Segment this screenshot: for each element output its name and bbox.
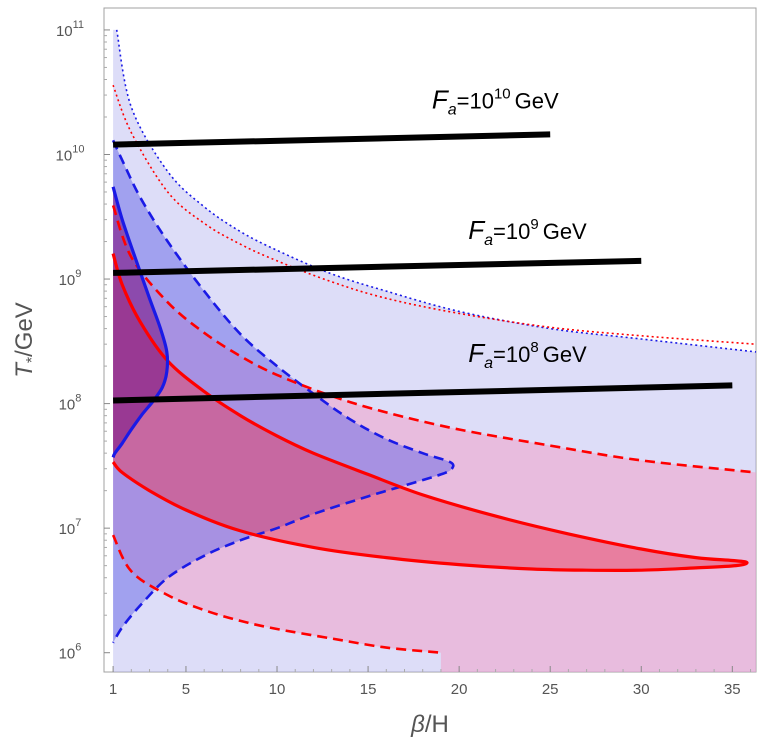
x-tick-label: 15 [360, 681, 377, 698]
y-tick-base: 10 [59, 521, 76, 538]
x-tick-label: 25 [542, 681, 559, 698]
y-tick-label: 1010 [56, 143, 85, 164]
y-tick-label: 1011 [56, 19, 84, 40]
fa-label-symbol: F [468, 215, 486, 245]
fa-label-unit: GeV [543, 219, 587, 244]
fa-label-unit: GeV [515, 88, 559, 113]
x-tick-label: 20 [451, 681, 468, 698]
fa-label-0: Fa=1010 GeV [432, 84, 559, 118]
curve-red-dotted [112, 84, 757, 345]
region-blue-dashed [113, 140, 454, 643]
x-axis-label-symbol: β [410, 711, 425, 738]
fa-label-exp: 8 [530, 339, 538, 356]
x-tick-label: 1 [109, 681, 117, 698]
y-axis-label-rest: /GeV [11, 302, 38, 357]
fa-label-sub: a [484, 355, 493, 372]
curve-red-solid [111, 253, 749, 572]
x-tick-label: 30 [633, 681, 650, 698]
fa-line-2 [113, 382, 733, 404]
y-axis-label: T*/GeV [11, 302, 41, 378]
curve-blue-dashed [111, 139, 455, 644]
y-axis-label-symbol: T [11, 361, 38, 378]
y-tick-label: 109 [59, 268, 82, 289]
x-tick-label: 35 [724, 681, 741, 698]
curve-blue-solid [111, 186, 170, 459]
region-red-solid [113, 253, 747, 571]
fa-label-eq: =10 [457, 88, 494, 113]
curve-red-dashed-lower [111, 534, 442, 654]
y-tick-exp: 6 [75, 642, 81, 654]
fa-label-1: Fa=109 GeV [468, 215, 587, 249]
y-tick-base: 10 [59, 272, 76, 289]
fa-line-1 [113, 257, 642, 276]
x-axis-label: β/H [410, 711, 449, 738]
y-tick-exp: 8 [75, 393, 81, 405]
y-tick-base: 10 [59, 397, 76, 414]
y-tick-label: 107 [59, 517, 82, 538]
fa-label-symbol: F [468, 338, 486, 368]
y-tick-base: 10 [59, 646, 76, 663]
fa-label-sub: a [448, 101, 457, 118]
y-tick-label: 106 [59, 642, 82, 663]
x-tick-label: 10 [269, 681, 286, 698]
fa-label-eq: =10 [493, 219, 530, 244]
y-tick-label: 108 [59, 393, 82, 414]
y-tick-exp: 10 [72, 143, 84, 155]
fa-label-sub: a [484, 232, 493, 249]
fa-label-2: Fa=108 GeV [468, 338, 587, 372]
y-tick-base: 10 [56, 23, 73, 40]
fa-label-symbol: F [432, 84, 450, 114]
y-tick-exp: 7 [75, 517, 81, 529]
fa-label-exp: 9 [530, 216, 538, 233]
y-tick-exp: 9 [75, 268, 81, 280]
x-tick-label: 5 [182, 681, 190, 698]
curve-blue-dotted [115, 29, 757, 353]
black-lines [113, 131, 733, 404]
shaded-regions [113, 29, 757, 672]
y-tick-exp: 11 [73, 19, 84, 31]
fa-label-unit: GeV [543, 342, 587, 367]
y-tick-base: 10 [56, 147, 73, 164]
curves [111, 29, 757, 654]
x-axis: 1 5 10 15 20 25 30 35 [109, 666, 752, 698]
curve-red-dashed-upper [111, 204, 757, 474]
fa-label-exp: 10 [494, 85, 511, 102]
x-axis-label-rest: /H [425, 711, 449, 738]
fa-line-0 [113, 131, 551, 148]
fa-label-eq: =10 [493, 342, 530, 367]
y-axis-label-sub: * [24, 357, 41, 363]
